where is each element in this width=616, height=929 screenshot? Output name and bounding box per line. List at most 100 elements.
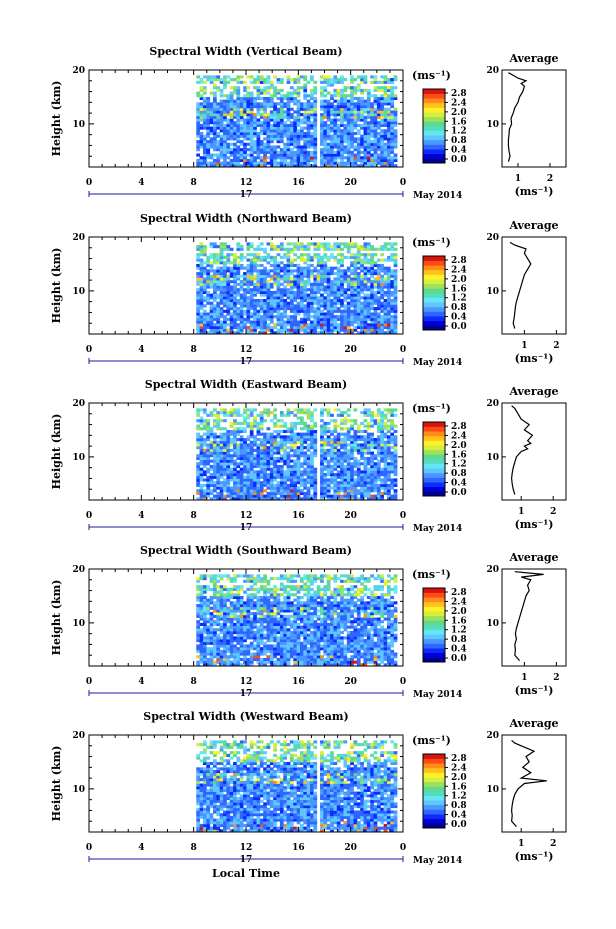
- colorbar-frame: [422, 421, 446, 497]
- average-profile-line: [510, 405, 534, 495]
- colorbar-swatch: [423, 781, 445, 787]
- x-tick-label: 4: [138, 345, 144, 355]
- colorbar-tick-label: 1.6: [451, 450, 467, 460]
- colorbar-tick-label: 2.0: [451, 607, 467, 617]
- colorbar-swatch: [423, 126, 445, 131]
- panel-2: Spectral Width (Eastward Beam)1020Height…: [50, 378, 567, 534]
- x-tick-label: 4: [138, 843, 144, 853]
- colorbar-swatch: [423, 620, 445, 626]
- x-tick-label: 20: [344, 511, 357, 521]
- colorbar-tick-label: 2.4: [451, 763, 467, 773]
- colorbar-swatch: [423, 804, 445, 810]
- colorbar-swatch: [423, 472, 445, 478]
- colorbar-tick-label: 2.0: [451, 441, 467, 451]
- colorbar-swatch: [423, 482, 445, 488]
- x-tick-label: 8: [191, 511, 197, 521]
- colorbar-tick-label: 0.8: [451, 136, 467, 146]
- panel-title: Spectral Width (Westward Beam): [143, 710, 348, 723]
- average-profile-line: [507, 72, 528, 162]
- month-label: May 2014: [413, 524, 462, 534]
- colorbar-swatch: [423, 93, 445, 99]
- y-tick-label: 10: [72, 120, 85, 130]
- colorbar-swatch: [423, 459, 445, 464]
- average-title: Average: [508, 385, 558, 398]
- avg-x-tick-label: 2: [553, 341, 559, 351]
- colorbar-swatch: [423, 652, 445, 658]
- avg-y-tick-label: 20: [486, 565, 499, 575]
- panel-1: Spectral Width (Northward Beam)1020Heigh…: [50, 212, 567, 368]
- colorbar-tick-label: 2.4: [451, 597, 467, 607]
- colorbar-swatch: [423, 795, 445, 801]
- avg-unit-label: (ms⁻¹): [515, 518, 554, 531]
- colorbar-swatch: [423, 288, 445, 294]
- colorbar-swatch: [423, 463, 445, 469]
- x-tick-label: 8: [191, 843, 197, 853]
- average-title: Average: [508, 551, 558, 564]
- colorbar-swatch: [423, 431, 445, 437]
- colorbar-swatch: [423, 791, 445, 796]
- colorbar-swatch: [423, 767, 445, 773]
- colorbar-swatch: [423, 256, 445, 261]
- x-tick-label: 12: [240, 843, 253, 853]
- colorbar-frame: [422, 587, 446, 663]
- colorbar-tick-label: 0.4: [451, 146, 467, 156]
- colorbar-swatch: [423, 121, 445, 127]
- colorbar-swatch: [423, 260, 445, 266]
- avg-x-tick-label: 1: [518, 507, 524, 517]
- heatmap-cells: [196, 242, 398, 335]
- x-tick-label: 0: [400, 511, 406, 521]
- colorbar-tick-label: 2.8: [451, 588, 467, 598]
- x-tick-label: 16: [292, 843, 305, 853]
- y-axis-label: Height (km): [50, 248, 63, 324]
- colorbar-tick-label: 1.6: [451, 782, 467, 792]
- x-tick-label: 12: [240, 677, 253, 687]
- avg-unit-label: (ms⁻¹): [515, 352, 554, 365]
- x-tick-label: 16: [292, 511, 305, 521]
- y-tick-label: 10: [72, 785, 85, 795]
- colorbar-unit: (ms⁻¹): [412, 236, 451, 249]
- y-tick-label: 20: [72, 66, 85, 76]
- colorbar-swatch: [423, 102, 445, 108]
- x-tick-label: 12: [240, 178, 253, 188]
- colorbar-swatch: [423, 135, 445, 141]
- panel-title: Spectral Width (Eastward Beam): [145, 378, 347, 391]
- colorbar-swatch: [423, 638, 445, 644]
- colorbar-swatch: [423, 445, 445, 451]
- colorbar-swatch: [423, 786, 445, 792]
- average-frame: [501, 402, 567, 501]
- average-frame: [501, 568, 567, 667]
- colorbar-tick-label: 0.0: [451, 654, 467, 664]
- colorbar-swatch: [423, 606, 445, 612]
- month-label: May 2014: [413, 191, 462, 201]
- colorbar-tick-label: 0.0: [451, 322, 467, 332]
- x-tick-label: 4: [138, 511, 144, 521]
- x-tick-label: 0: [400, 178, 406, 188]
- colorbar-swatch: [423, 325, 445, 331]
- colorbar-tick-label: 2.4: [451, 265, 467, 275]
- colorbar-swatch: [423, 112, 445, 118]
- colorbar-swatch: [423, 316, 445, 322]
- colorbar-swatch: [423, 449, 445, 455]
- colorbar-swatch: [423, 158, 445, 164]
- x-axis-label: Local Time: [212, 867, 280, 880]
- colorbar-swatch: [423, 643, 445, 649]
- colorbar-swatch: [423, 440, 445, 446]
- avg-x-tick-label: 1: [521, 341, 527, 351]
- colorbar-swatch: [423, 754, 445, 759]
- average-profile-line: [509, 241, 532, 329]
- colorbar-tick-label: 0.8: [451, 635, 467, 645]
- y-axis-label: Height (km): [50, 81, 63, 157]
- colorbar-tick-label: 2.0: [451, 108, 467, 118]
- colorbar-tick-label: 1.6: [451, 117, 467, 127]
- colorbar-tick-label: 2.4: [451, 431, 467, 441]
- colorbar-swatch: [423, 130, 445, 136]
- y-tick-label: 10: [72, 619, 85, 629]
- colorbar-swatch: [423, 89, 445, 94]
- x-tick-label: 0: [86, 677, 92, 687]
- colorbar-swatch: [423, 139, 445, 145]
- colorbar-swatch: [423, 814, 445, 820]
- x-tick-label: 12: [240, 511, 253, 521]
- colorbar-swatch: [423, 283, 445, 289]
- x-tick-label: 20: [344, 178, 357, 188]
